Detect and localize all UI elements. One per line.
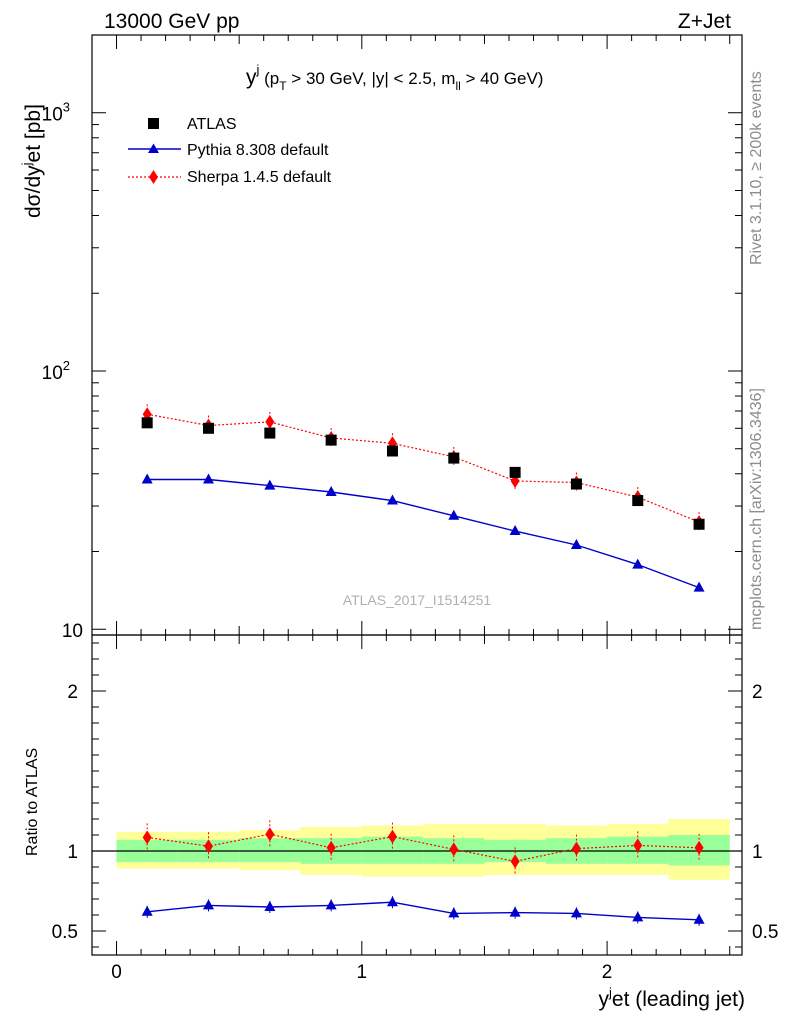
- pythia-point: [203, 473, 215, 484]
- plot-title-main: y: [246, 66, 257, 89]
- ratio-pythia-point: [570, 907, 582, 918]
- pythia-point: [141, 473, 153, 484]
- header-right: Z+Jet: [678, 10, 731, 33]
- main-y-label-sup: j: [19, 162, 34, 166]
- x-label-sup: j: [608, 985, 612, 1000]
- plot-title-sub-ll: ll: [455, 79, 460, 93]
- ratio-sherpa-point: [449, 842, 459, 857]
- legend-atlas-marker: [148, 118, 159, 129]
- atlas-point: [509, 466, 521, 478]
- x-axis-label: yjet (leading jet): [599, 985, 745, 1011]
- ratio-axis-ticks: [92, 642, 742, 955]
- x-tick-label: 0: [111, 962, 122, 983]
- atlas-point: [386, 445, 398, 457]
- ratio-pythia-point: [632, 911, 644, 922]
- x-label-a: y: [599, 988, 610, 1011]
- pythia-point: [632, 558, 644, 569]
- atlas-point: [570, 478, 582, 490]
- plot-title-cuts-b: > 30 GeV, |y| < 2.5, m: [287, 69, 456, 88]
- main-plot-area: [141, 404, 705, 592]
- analysis-watermark: ATLAS_2017_I1514251: [343, 592, 492, 608]
- legend-sherpa-label: Sherpa 1.4.5 default: [187, 169, 332, 186]
- ratio-sherpa-point: [265, 827, 275, 842]
- ratio-y-tick-label-left: 1: [67, 842, 78, 863]
- pythia-point: [325, 485, 337, 496]
- ratio-y-tick-label-left: 0.5: [52, 922, 78, 943]
- main-y-tick-label: 102: [42, 358, 70, 384]
- plot-title-sup: j: [256, 62, 260, 77]
- ratio-y-tick-label-right: 2: [752, 682, 763, 703]
- legend-sherpa-marker: [149, 170, 158, 184]
- ratio-pythia-point: [325, 899, 337, 910]
- ratio-pythia-point: [693, 913, 705, 924]
- atlas-point: [141, 417, 153, 429]
- ratio-pythia-point: [141, 905, 153, 916]
- ratio-y-axis-label: Ratio to ATLAS: [24, 748, 41, 856]
- pythia-line: [147, 478, 700, 589]
- main-y-axis-label: dσ/dyjet [pb]: [19, 104, 45, 218]
- ratio-y-tick-label-left: 2: [67, 682, 78, 703]
- mcplots-label: mcplots.cern.ch [arXiv:1306.3436]: [748, 388, 765, 630]
- pythia-point: [448, 509, 460, 520]
- ratio-panel-frame: [91, 634, 743, 956]
- ratio-pythia-point: [509, 906, 521, 917]
- ratio-pythia-point: [203, 899, 215, 910]
- sherpa-point: [265, 414, 275, 429]
- ratio-sherpa-point: [387, 829, 397, 844]
- main-y-tick-label: 103: [42, 100, 70, 126]
- atlas-point: [693, 518, 705, 530]
- x-tick-label: 1: [357, 962, 368, 983]
- legend-pythia-marker: [148, 143, 159, 153]
- legend: ATLAS Pythia 8.308 default Sherpa 1.4.5 …: [128, 116, 332, 186]
- plot-title: yj (pT > 30 GeV, |y| < 2.5, mll > 40 GeV…: [246, 62, 543, 93]
- ratio-y-tick-label-right: 0.5: [752, 922, 778, 943]
- x-tick-label: 2: [602, 962, 613, 983]
- ratio-sherpa-point: [142, 830, 152, 845]
- pythia-point: [264, 479, 276, 490]
- sherpa-line: [147, 413, 700, 523]
- x-label-b: et (leading jet): [612, 988, 745, 1011]
- pythia-point: [509, 525, 521, 536]
- ratio-sherpa-point: [326, 840, 336, 855]
- plot-title-cuts-c: > 40 GeV): [461, 69, 544, 88]
- ratio-pythia-line: [147, 901, 700, 921]
- atlas-point: [448, 452, 460, 464]
- ratio-pythia-point: [386, 896, 398, 907]
- ratio-sherpa-point: [204, 839, 214, 854]
- ratio-sherpa-point: [571, 841, 581, 856]
- ratio-tick-labels: 0.5 0.5 1 1 2 2 0 1 2: [52, 682, 779, 983]
- main-axis-ticks: [92, 34, 742, 649]
- legend-atlas-label: ATLAS: [187, 116, 237, 133]
- ratio-pythia-point: [448, 907, 460, 918]
- pythia-point: [570, 538, 582, 549]
- atlas-point: [203, 422, 215, 434]
- ratio-sherpa-point: [510, 854, 520, 869]
- atlas-point: [264, 427, 276, 439]
- pythia-point: [386, 494, 398, 505]
- ratio-plot-area: [92, 820, 742, 926]
- ratio-sherpa-line: [147, 833, 700, 863]
- main-y-label-a: dσ/dy: [22, 165, 45, 218]
- plot-title-cuts-a: (p: [259, 69, 279, 88]
- ratio-sherpa-point: [633, 838, 643, 853]
- main-y-label-b: et [pb]: [22, 104, 45, 162]
- atlas-point: [632, 495, 644, 507]
- rivet-label: Rivet 3.1.10, ≥ 200k events: [748, 71, 765, 265]
- plot-title-sub-t: T: [279, 79, 287, 93]
- main-y-tick-label: 10: [62, 621, 83, 642]
- legend-pythia-label: Pythia 8.308 default: [187, 142, 329, 159]
- ratio-pythia-point: [264, 901, 276, 911]
- atlas-point: [325, 434, 337, 446]
- pythia-point: [693, 581, 705, 592]
- main-y-tick-labels: 10 102 103: [42, 100, 83, 643]
- header-left: 13000 GeV pp: [104, 10, 239, 33]
- ratio-y-tick-label-right: 1: [752, 842, 763, 863]
- ratio-sherpa-point: [694, 840, 704, 855]
